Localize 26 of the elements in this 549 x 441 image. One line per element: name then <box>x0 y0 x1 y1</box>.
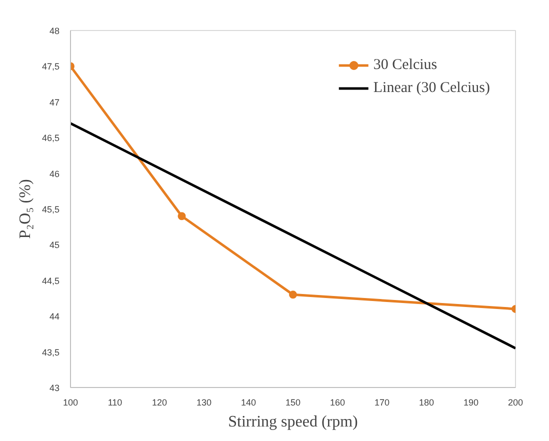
y-axis-title: P₂O₅ (%) <box>16 179 34 239</box>
y-tick-label: 46 <box>49 168 60 179</box>
y-tick-label: 46,5 <box>42 133 60 144</box>
x-tick-label: 170 <box>374 398 390 408</box>
x-tick-label: 140 <box>240 398 256 408</box>
legend-label: 30 Celcius <box>373 56 438 74</box>
y-tick-label: 47,5 <box>42 62 60 72</box>
x-tick-label: 130 <box>196 398 212 408</box>
y-tick-label: 43 <box>49 383 60 393</box>
x-tick-label: 150 <box>285 398 301 408</box>
x-tick-label: 110 <box>108 398 122 408</box>
x-tick-label: 190 <box>463 398 479 408</box>
x-tick-label: 120 <box>152 398 168 408</box>
y-tick-label: 43,5 <box>42 347 60 358</box>
x-axis-title: Stirring speed (rpm) <box>228 414 358 430</box>
legend-label: Linear (30 Celcius) <box>373 80 490 96</box>
x-tick-label: 180 <box>418 398 434 408</box>
x-tick-label: 200 <box>508 398 524 408</box>
y-tick-label: 47 <box>49 97 60 108</box>
y-tick-label: 44 <box>49 312 60 322</box>
y-tick-label: 44,5 <box>42 276 60 286</box>
y-tick-label: 48 <box>49 26 60 36</box>
x-tick-label: 100 <box>62 398 78 408</box>
y-tick-label: 45 <box>49 240 60 250</box>
y-tick-label: 45,5 <box>42 204 60 214</box>
x-tick-label: 160 <box>330 398 346 408</box>
